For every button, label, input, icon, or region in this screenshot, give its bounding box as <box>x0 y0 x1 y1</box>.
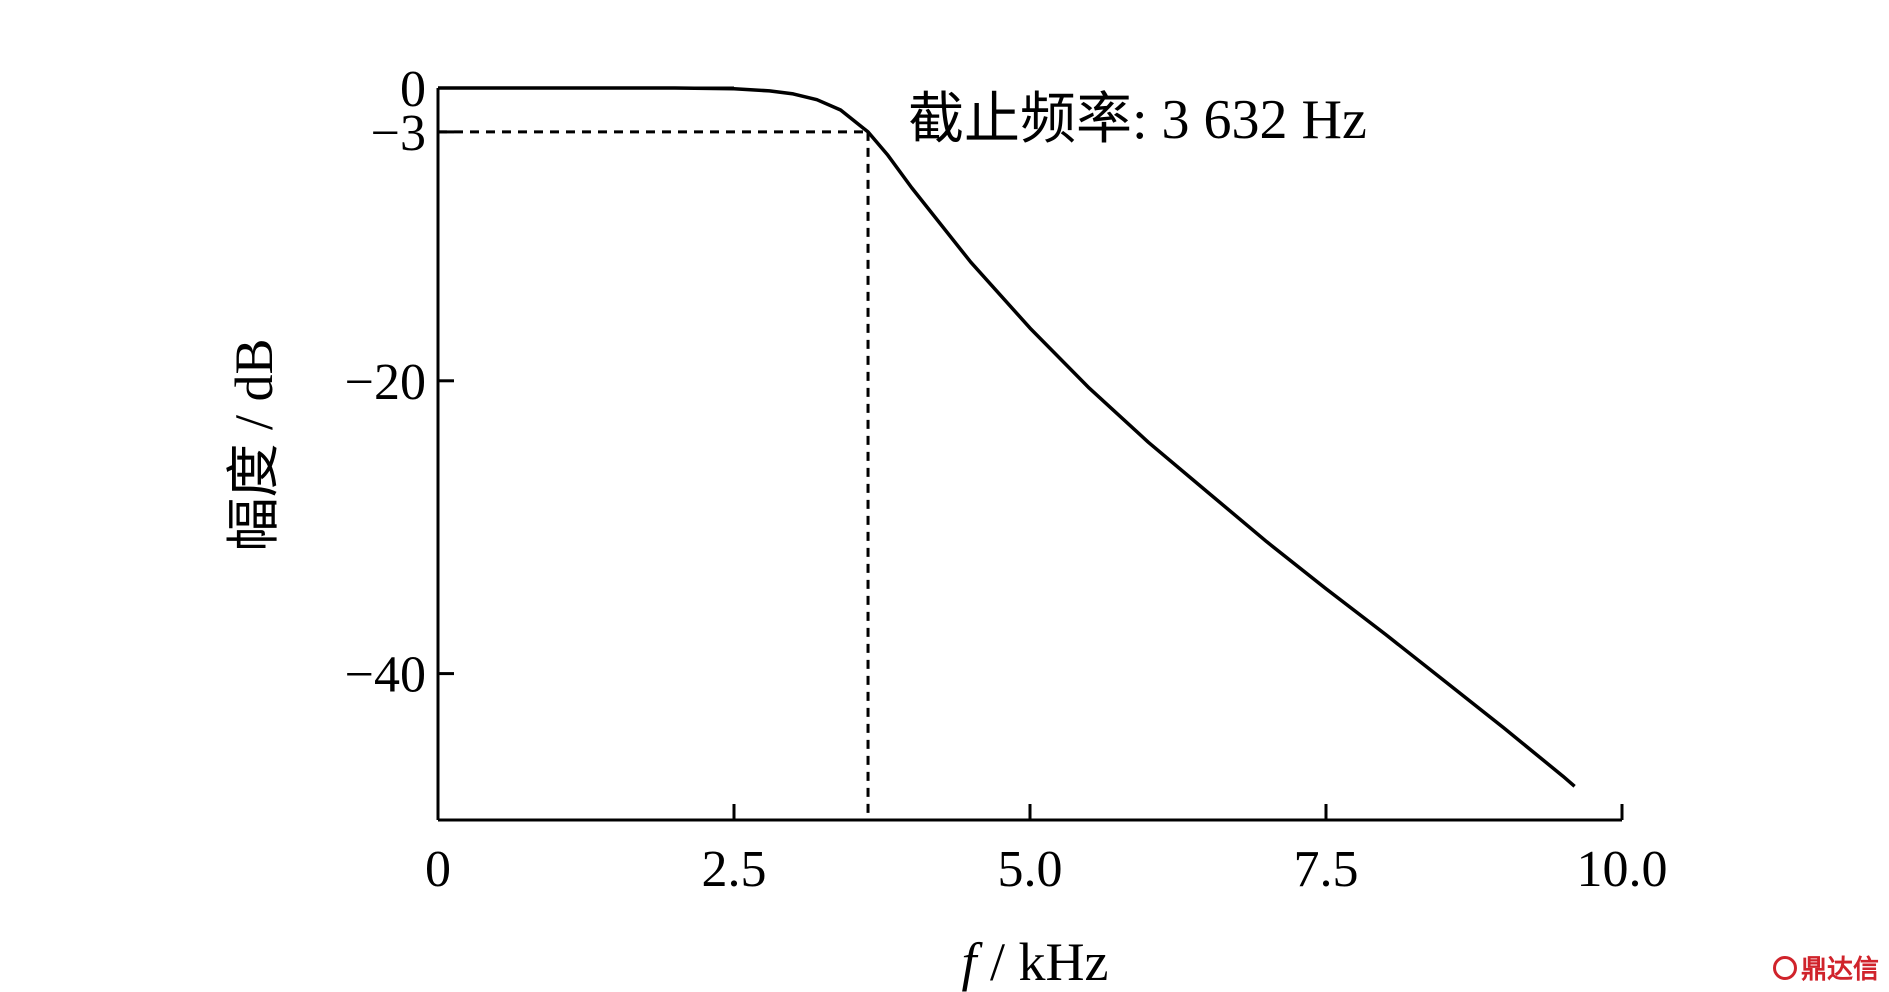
x-ticks: 0 2.5 5.0 7.5 10.0 <box>425 804 1668 898</box>
x-tick-label: 7.5 <box>1294 841 1359 898</box>
x-tick-label: 0 <box>425 841 451 898</box>
y-tick-label: −40 <box>345 647 426 704</box>
x-tick-label: 10.0 <box>1577 841 1668 898</box>
axes <box>436 86 1622 822</box>
x-axis-label: f / kHz <box>962 932 1109 992</box>
y-tick-label: 0 <box>400 61 426 118</box>
x-tick-label: 5.0 <box>998 841 1063 898</box>
y-tick-label: −3 <box>371 105 426 162</box>
y-ticks: 0−3 −20 −40 <box>345 61 454 704</box>
cutoff-guides <box>438 130 870 820</box>
watermark-text: 鼎达信 <box>1800 955 1879 985</box>
watermark-logo-icon <box>1772 955 1797 980</box>
y-axis-label: 幅度 / dB <box>224 338 284 551</box>
y-tick-label: −20 <box>345 354 426 411</box>
watermark: 鼎达信 <box>1772 949 1879 986</box>
cutoff-annotation: 截止频率: 3 632 Hz <box>908 89 1367 151</box>
x-axis-label-unit: / kHz <box>977 932 1109 992</box>
series-line <box>438 86 1576 788</box>
x-tick-label: 2.5 <box>702 841 767 898</box>
